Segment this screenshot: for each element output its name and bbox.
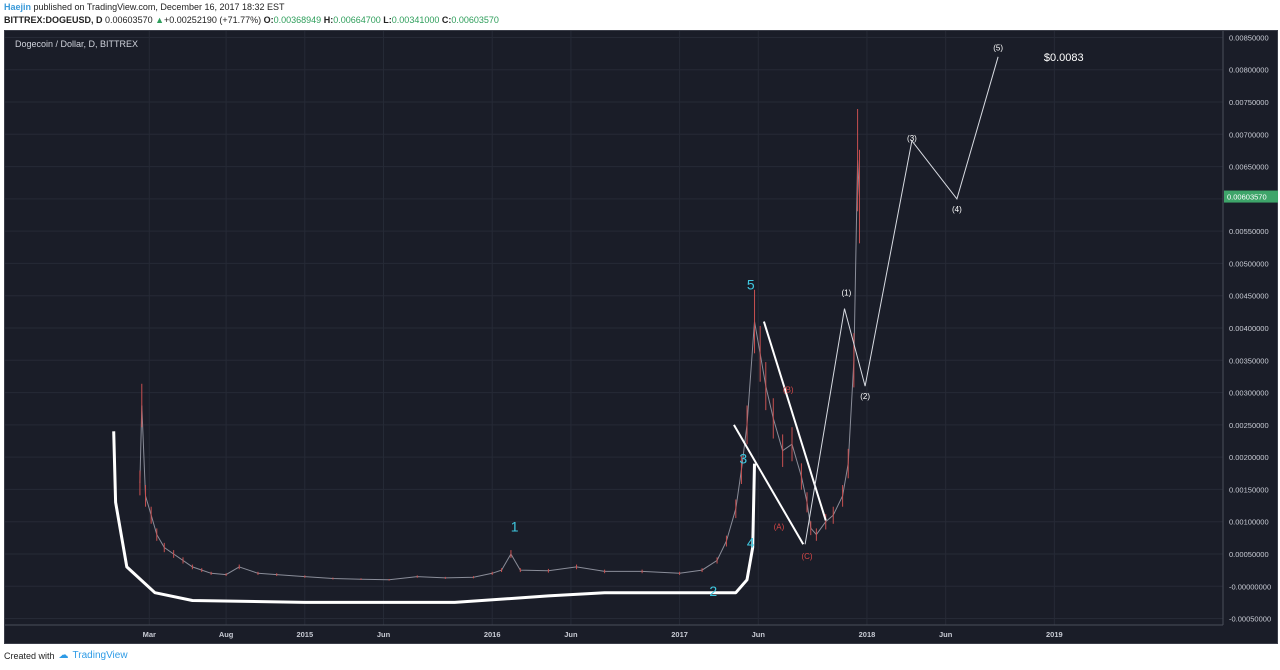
y-tick-label: 0.00450000 [1229,292,1269,301]
low-label: L: [383,15,392,25]
y-tick-label: 0.00700000 [1229,130,1269,139]
close-value: 0.00603570 [451,15,499,25]
wedge-trendline [733,424,805,545]
symbol-info: BITTREX:DOGEUSD, D 0.00603570 ▲+0.002521… [4,15,499,25]
wave-label: (3) [907,134,917,143]
wave-label: 5 [747,276,755,292]
x-tick-label: Jun [752,630,766,639]
y-tick-label: 0.00550000 [1229,227,1269,236]
x-tick-label: Jun [377,630,391,639]
footer: Created with ☁ TradingView [4,650,128,661]
tradingview-brand[interactable]: TradingView [72,650,128,661]
wave-label: 2 [709,583,717,599]
projection-path [804,56,999,545]
x-tick-label: 2017 [671,630,688,639]
wave-label: (2) [860,392,870,401]
wave-label: (5) [993,43,1003,52]
publish-info: Haejin published on TradingView.com, Dec… [4,2,285,12]
y-tick-label: -0.00000000 [1229,582,1271,591]
x-tick-label: 2019 [1046,630,1063,639]
wave-label: 4 [747,535,755,551]
wave-label: (4) [952,205,962,214]
y-tick-label: 0.00750000 [1229,98,1269,107]
y-tick-label: 0.00800000 [1229,66,1269,75]
publish-text: published on TradingView.com, December 1… [31,2,285,12]
y-tick-label: 0.00500000 [1229,259,1269,268]
close-label: C: [441,15,452,25]
y-tick-label: 0.00250000 [1229,421,1269,430]
symbol: BITTREX:DOGEUSD, D [4,15,103,25]
wave-label: (C) [801,552,812,561]
chart-title: Dogecoin / Dollar, D, BITTREX [15,39,139,49]
x-tick-label: Aug [219,630,234,639]
y-tick-label: 0.00350000 [1229,356,1269,365]
price-series-line [139,160,860,581]
target-price-label: $0.0083 [1044,52,1084,64]
x-tick-label: Jun [939,630,953,639]
open-value: 0.00368949 [273,15,322,25]
y-tick-label: 0.00850000 [1229,33,1269,42]
low-value: 0.00341000 [391,15,440,25]
price-chart[interactable]: 0.00850000 0.00800000 0.00750000 0.00700000… [5,31,1279,645]
chart-panel[interactable]: 0.00850000 0.00800000 0.00750000 0.00700000… [4,30,1278,644]
author-link[interactable]: Haejin [4,2,32,12]
x-tick-label: 2018 [859,630,876,639]
y-tick-label: 0.00100000 [1229,518,1269,527]
wave-label: 3 [739,451,747,467]
x-tick-label: Mar [143,630,156,639]
rounded-bottom-drawing [112,431,756,604]
current-price-tag [1224,190,1278,203]
wave-label: 1 [511,518,519,534]
y-tick-label: 0.00200000 [1229,453,1269,462]
wave-label: (A) [774,522,785,531]
y-tick-label: 0.00650000 [1229,163,1269,172]
open-label: O: [263,15,274,25]
y-tick-label: -0.00050000 [1229,615,1271,624]
tradingview-logo-icon[interactable]: ☁ [58,650,69,661]
current-price-label: 0.00603570 [1227,193,1267,202]
price-change: +0.00252190 (+71.77%) [164,15,262,25]
x-tick-label: 2016 [484,630,501,639]
last-price: 0.00603570 [105,15,153,25]
y-tick-label: 0.00150000 [1229,485,1269,494]
y-tick-label: 0.00050000 [1229,550,1269,559]
wave-label: (1) [841,289,851,298]
created-with-text: Created with [4,650,55,661]
y-tick-label: 0.00300000 [1229,389,1269,398]
y-tick-label: 0.00400000 [1229,324,1269,333]
x-tick-label: 2015 [296,630,313,639]
high-value: 0.00664700 [333,15,381,25]
x-tick-label: Jun [564,630,578,639]
wedge-trendline [762,321,827,521]
up-arrow-icon: ▲ [155,15,165,25]
high-label: H: [323,15,334,25]
wave-label: (B) [783,386,794,395]
